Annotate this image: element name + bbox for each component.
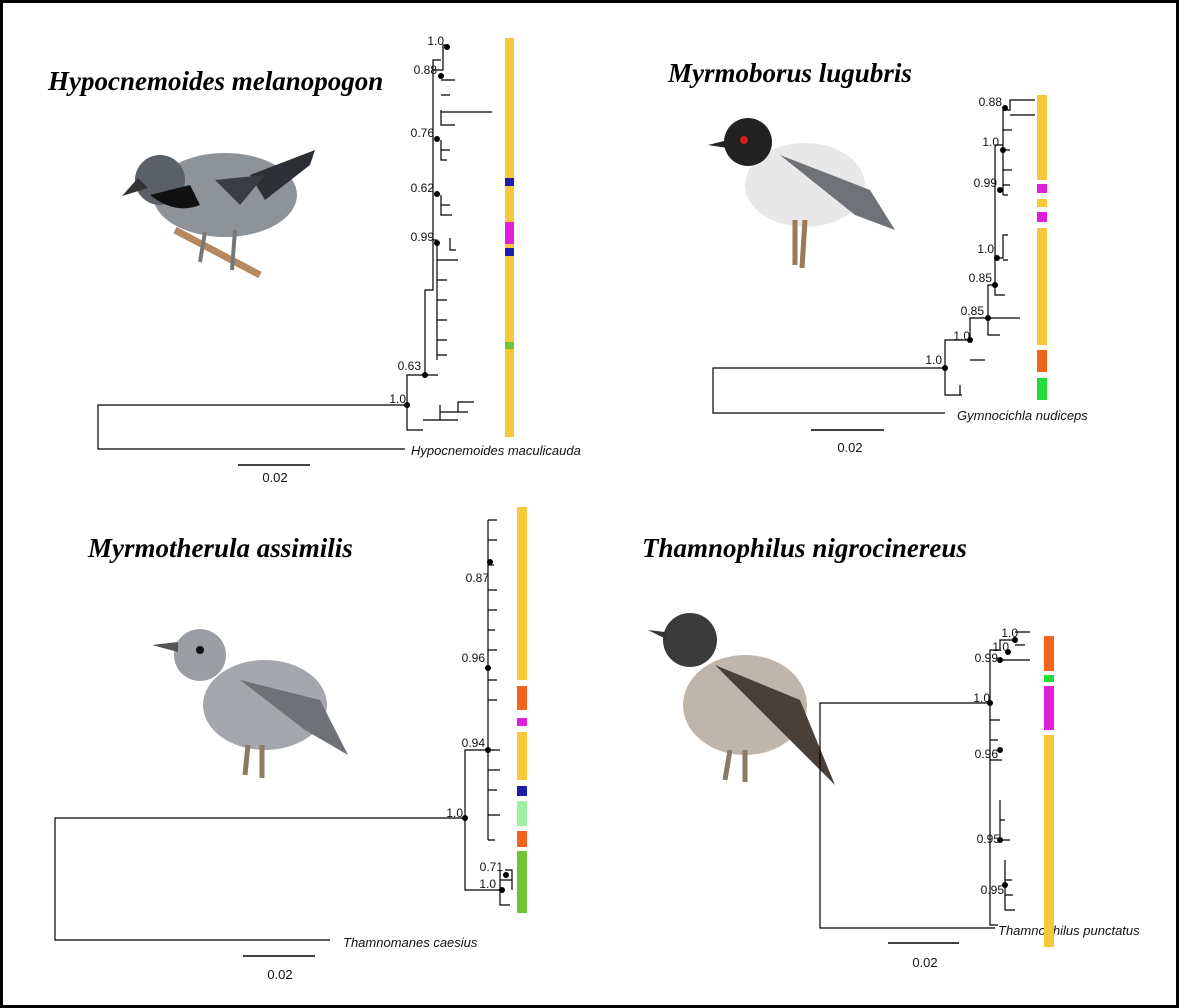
cluster-bar — [505, 38, 514, 437]
support-value: 1.0 — [479, 877, 496, 891]
support-value: 0.62 — [411, 181, 435, 195]
support-value: 0.71 — [480, 860, 504, 874]
outgroup-label: Hypocnemoides maculicauda — [411, 443, 581, 458]
panel-title: Myrmotherula assimilis — [87, 533, 353, 563]
support-value: 1.0 — [973, 691, 990, 705]
support-value: 0.99 — [974, 176, 998, 190]
outgroup-label: Gymnocichla nudiceps — [957, 408, 1088, 423]
support-value: 0.63 — [398, 359, 422, 373]
support-value: 1.0 — [953, 329, 970, 343]
support-value: 0.95 — [981, 883, 1005, 897]
support-value: 1.0 — [1001, 626, 1018, 640]
support-value: 0.85 — [961, 304, 985, 318]
scale-label: 0.02 — [912, 955, 937, 970]
cluster-bar — [517, 507, 527, 913]
outgroup-label: Thamnophilus punctatus — [998, 923, 1140, 938]
support-value: 0.95 — [977, 832, 1001, 846]
support-value: 0.99 — [975, 651, 999, 665]
support-value: 0.94 — [462, 736, 486, 750]
support-value: 1.0 — [982, 135, 999, 149]
support-value: 0.99 — [411, 230, 435, 244]
panel-title: Thamnophilus nigrocinereus — [642, 533, 967, 563]
panel-title: Myrmoborus lugubris — [667, 58, 912, 88]
support-value: 0.88 — [414, 63, 438, 77]
support-value: 0.96 — [975, 747, 999, 761]
support-value: 0.87 — [466, 571, 490, 585]
support-value: 1.0 — [427, 34, 444, 48]
outgroup-label: Thamnomanes caesius — [343, 935, 478, 950]
panel-title: Hypocnemoides melanopogon — [47, 66, 383, 96]
figure: Hypocnemoides melanopogon 1.0 0.88 0.76 … — [0, 0, 1179, 1008]
support-value: 1.0 — [977, 242, 994, 256]
scale-label: 0.02 — [267, 967, 292, 982]
support-value: 1.0 — [925, 353, 942, 367]
support-value: 0.88 — [979, 95, 1003, 109]
scale-label: 0.02 — [262, 470, 287, 485]
scale-label: 0.02 — [837, 440, 862, 455]
support-value: 0.85 — [969, 271, 993, 285]
support-value: 1.0 — [389, 392, 406, 406]
support-value: 0.76 — [411, 126, 435, 140]
support-value: 0.96 — [462, 651, 486, 665]
cluster-bar — [1037, 95, 1047, 400]
support-value: 1.0 — [446, 806, 463, 820]
